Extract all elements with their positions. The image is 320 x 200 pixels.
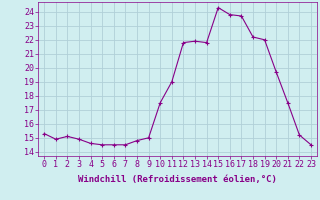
X-axis label: Windchill (Refroidissement éolien,°C): Windchill (Refroidissement éolien,°C)	[78, 175, 277, 184]
